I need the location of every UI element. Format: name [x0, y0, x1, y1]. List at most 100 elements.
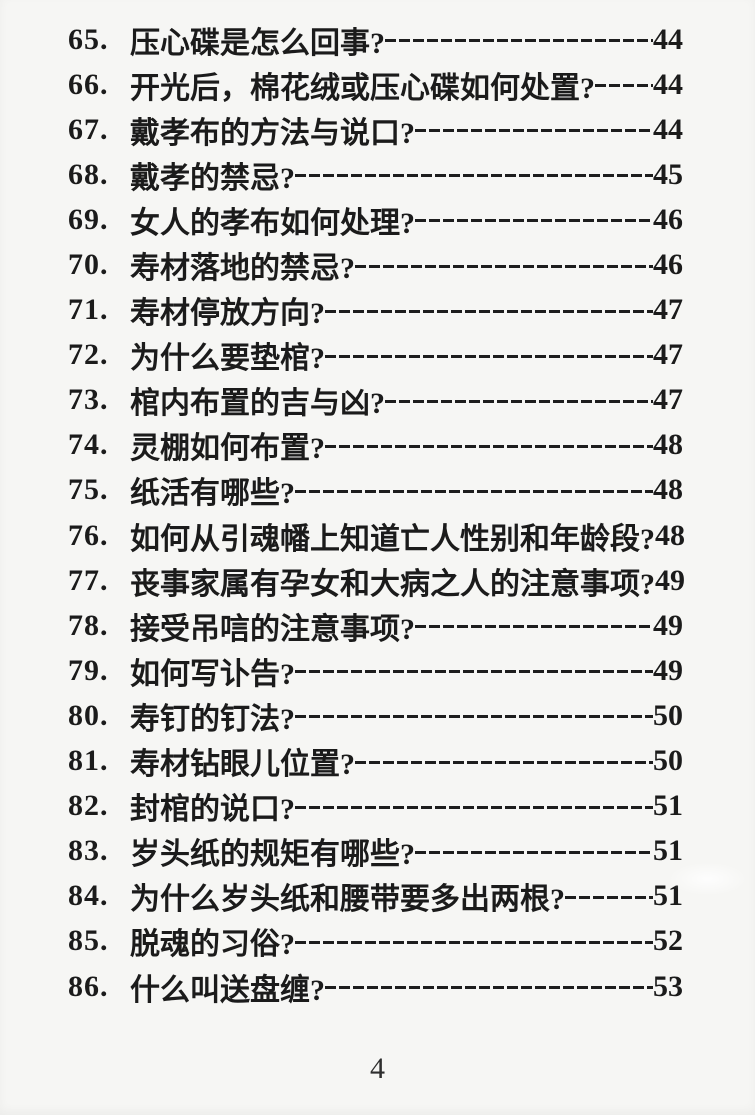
toc-entry-title: 如何写讣告? — [130, 657, 295, 691]
toc-leader-dashes — [385, 399, 653, 403]
toc-entry-title: 如何从引魂幡上知道亡人性别和年龄段? — [130, 522, 655, 556]
toc-entry-page: 47 — [653, 293, 683, 327]
toc-entry-page: 46 — [653, 202, 683, 236]
toc-entry-number: 81. — [68, 744, 109, 778]
toc-entry-title: 丧事家属有孕女和大病之人的注意事项? — [130, 567, 655, 601]
toc-entry-number: 83. — [68, 834, 109, 868]
toc-entry-page: 45 — [653, 157, 683, 191]
toc-entry-number: 73. — [68, 383, 109, 417]
toc-entry-page: 51 — [653, 834, 683, 868]
toc-entry-number: 75. — [68, 473, 109, 507]
toc-entry-number: 66. — [68, 67, 109, 101]
toc-entry-row: 73. 棺内布置的吉与凶? 47 — [68, 378, 683, 423]
toc-leader-dashes — [595, 84, 653, 88]
toc-entry-page: 49 — [655, 563, 685, 597]
toc-entry-row: 86. 什么叫送盘缠? 53 — [68, 964, 683, 1009]
toc-entry-page: 52 — [653, 924, 683, 958]
toc-entry-title: 寿钉的钉法? — [130, 702, 295, 736]
toc-entry-title: 压心碟是怎么回事? — [130, 26, 385, 60]
toc-entry-title: 岁头纸的规矩有哪些? — [130, 838, 415, 872]
toc-entry-row: 75. 纸活有哪些? 48 — [68, 468, 683, 513]
toc-entry-page: 49 — [653, 653, 683, 687]
toc-leader-dashes — [355, 760, 653, 764]
toc-entry-page: 48 — [655, 518, 685, 552]
toc-entry-number: 86. — [68, 969, 109, 1003]
toc-entry-page: 44 — [653, 67, 683, 101]
toc-entry-number: 74. — [68, 428, 109, 462]
toc-entry-row: 67. 戴孝布的方法与说口? 44 — [68, 107, 683, 152]
toc-entry-row: 82. 封棺的说口? 51 — [68, 784, 683, 829]
toc-entry-title: 封棺的说口? — [130, 793, 295, 827]
toc-entry-number: 77. — [68, 563, 109, 597]
toc-entry-row: 85. 脱魂的习俗? 52 — [68, 919, 683, 964]
toc-entry-row: 78. 接受吊唁的注意事项? 49 — [68, 603, 683, 648]
toc-entry-number: 85. — [68, 924, 109, 958]
toc-entry-page: 48 — [653, 428, 683, 462]
toc-entry-row: 81. 寿材钻眼儿位置? 50 — [68, 739, 683, 784]
toc-entry-number: 71. — [68, 293, 109, 327]
toc-leader-dashes — [325, 444, 653, 448]
toc-entry-title: 寿材钻眼儿位置? — [130, 748, 355, 782]
toc-leader-dashes — [295, 940, 653, 944]
toc-entry-page: 50 — [653, 698, 683, 732]
toc-entry-number: 69. — [68, 202, 109, 236]
toc-entry-page: 46 — [653, 248, 683, 282]
toc-entry-page: 51 — [653, 879, 683, 913]
toc-entry-title: 棺内布置的吉与凶? — [130, 387, 385, 421]
toc-entry-title: 寿材停放方向? — [130, 297, 325, 331]
toc-entry-number: 72. — [68, 338, 109, 372]
toc-entry-row: 80. 寿钉的钉法? 50 — [68, 693, 683, 738]
toc-entry-title: 女人的孝布如何处理? — [130, 206, 415, 240]
toc-entry-number: 78. — [68, 608, 109, 642]
toc-entry-page: 50 — [653, 744, 683, 778]
toc-entry-row: 76. 如何从引魂幡上知道亡人性别和年龄段? 48 — [68, 513, 685, 558]
toc-entry-page: 53 — [653, 969, 683, 1003]
footer-page-number: 4 — [370, 1052, 385, 1085]
toc-leader-dashes — [325, 354, 653, 358]
toc-leader-dashes — [415, 129, 653, 133]
toc-entry-row: 66. 开光后，棉花绒或压心碟如何处置? 44 — [68, 62, 683, 107]
toc-entry-row: 70. 寿材落地的禁忌? 46 — [68, 242, 683, 287]
toc-leader-dashes — [415, 219, 653, 223]
toc-entry-page: 49 — [653, 608, 683, 642]
toc-entry-title: 脱魂的习俗? — [130, 928, 295, 962]
toc-entry-row: 79. 如何写讣告? 49 — [68, 648, 683, 693]
toc-entry-title: 灵棚如何布置? — [130, 432, 325, 466]
toc-entry-number: 70. — [68, 248, 109, 282]
toc-entry-title: 为什么岁头纸和腰带要多出两根? — [130, 883, 565, 917]
toc-entry-number: 82. — [68, 789, 109, 823]
toc-entry-title: 接受吊唁的注意事项? — [130, 612, 415, 646]
toc-leader-dashes — [295, 670, 653, 674]
toc-leader-dashes — [295, 489, 653, 493]
toc-entry-title: 戴孝的禁忌? — [130, 161, 295, 195]
toc-entry-row: 68. 戴孝的禁忌? 45 — [68, 152, 683, 197]
toc-entry-title: 为什么要垫棺? — [130, 342, 325, 376]
toc-entry-row: 72. 为什么要垫棺? 47 — [68, 333, 683, 378]
toc-list: 65. 压心碟是怎么回事? 44 66. 开光后，棉花绒或压心碟如何处置? 44… — [0, 17, 755, 1009]
page-footer: 4 — [0, 1052, 755, 1086]
toc-entry-number: 68. — [68, 157, 109, 191]
toc-entry-row: 71. 寿材停放方向? 47 — [68, 288, 683, 333]
toc-leader-dashes — [325, 309, 653, 313]
toc-entry-page: 44 — [653, 112, 683, 146]
toc-entry-number: 79. — [68, 653, 109, 687]
toc-leader-dashes — [385, 39, 653, 43]
toc-entry-page: 51 — [653, 789, 683, 823]
toc-entry-number: 84. — [68, 879, 109, 913]
toc-entry-row: 69. 女人的孝布如何处理? 46 — [68, 197, 683, 242]
toc-leader-dashes — [295, 715, 653, 719]
toc-entry-page: 47 — [653, 338, 683, 372]
toc-leader-dashes — [415, 850, 653, 854]
toc-entry-page: 44 — [653, 22, 683, 56]
toc-entry-title: 纸活有哪些? — [130, 477, 295, 511]
toc-entry-title: 戴孝布的方法与说口? — [130, 116, 415, 150]
toc-entry-number: 80. — [68, 698, 109, 732]
toc-entry-title: 什么叫送盘缠? — [130, 973, 325, 1007]
toc-entry-row: 65. 压心碟是怎么回事? 44 — [68, 17, 683, 62]
toc-entry-number: 67. — [68, 112, 109, 146]
toc-leader-dashes — [355, 264, 653, 268]
toc-entry-row: 83. 岁头纸的规矩有哪些? 51 — [68, 829, 683, 874]
toc-entry-number: 76. — [68, 518, 109, 552]
toc-entry-title: 寿材落地的禁忌? — [130, 252, 355, 286]
